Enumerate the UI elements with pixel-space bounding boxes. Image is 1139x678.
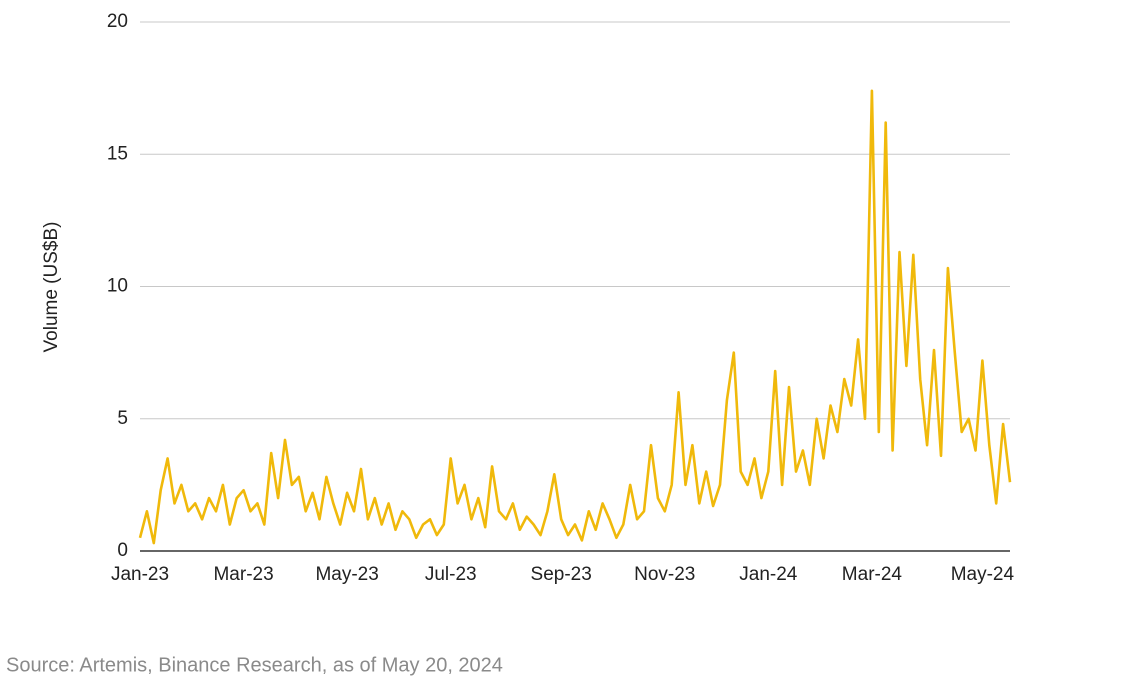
y-axis-title: Volume (US$B) xyxy=(41,222,62,353)
data-line xyxy=(138,89,1012,545)
y-tick-label: 0 xyxy=(117,540,128,561)
y-tick-label: 20 xyxy=(107,11,128,32)
x-tick-label: May-24 xyxy=(951,564,1015,585)
x-tick-label: Nov-23 xyxy=(634,564,695,585)
x-tick-label: Sep-23 xyxy=(531,564,592,585)
x-tick-label: Mar-23 xyxy=(213,564,273,585)
x-tick-label: Jan-24 xyxy=(739,564,798,585)
x-tick-label: May-23 xyxy=(315,564,378,585)
x-tick-label: Mar-24 xyxy=(842,564,903,585)
y-tick-label: 5 xyxy=(117,408,128,429)
x-tick-label: Jan-23 xyxy=(111,564,169,585)
x-tick-label: Jul-23 xyxy=(425,564,477,585)
source-note: Source: Artemis, Binance Research, as of… xyxy=(6,654,503,676)
y-tick-label: 15 xyxy=(107,143,128,164)
y-tick-label: 10 xyxy=(107,276,128,297)
